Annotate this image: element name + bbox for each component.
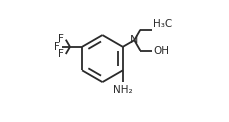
Text: H₃C: H₃C (153, 19, 173, 29)
Text: F: F (54, 42, 60, 52)
Text: NH₂: NH₂ (113, 85, 133, 95)
Text: F: F (58, 34, 64, 44)
Text: OH: OH (153, 46, 169, 56)
Text: F: F (58, 49, 64, 59)
Text: N: N (130, 35, 139, 45)
